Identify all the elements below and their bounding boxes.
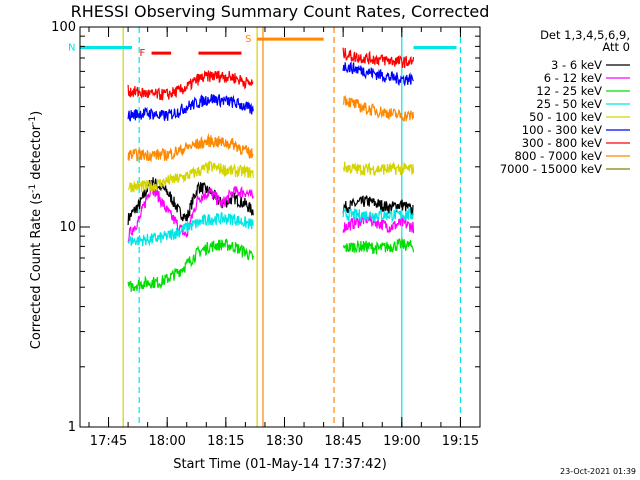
attenuator-label: Att 0 <box>602 40 630 54</box>
x-tick-label: 19:15 <box>442 434 479 449</box>
series-line-2-1 <box>342 238 415 255</box>
x-tick-label: 18:30 <box>266 434 303 449</box>
legend-label-5: 100 - 300 keV <box>522 123 602 137</box>
series-line-7-0 <box>127 133 254 163</box>
series-line-2-0 <box>127 238 254 292</box>
series-line-4-1 <box>342 161 415 177</box>
y-axis-label-exp1: -1 <box>28 184 38 193</box>
series-line-6-1 <box>342 47 415 69</box>
flag-label-0: F <box>140 48 146 59</box>
x-tick-label: 19:00 <box>383 434 420 449</box>
y-axis-label-mid: detector <box>29 124 44 184</box>
y-axis-label-exp2: -1 <box>28 116 38 125</box>
y-axis-label-end: ) <box>29 111 44 116</box>
x-tick-label: 18:45 <box>324 434 361 449</box>
legend-label-3: 25 - 50 keV <box>536 97 602 111</box>
series-line-5-0 <box>127 94 254 122</box>
flag-label-2: N <box>68 42 75 53</box>
x-tick-label: 17:45 <box>90 434 127 449</box>
series-line-1-0 <box>127 184 254 242</box>
legend-label-0: 3 - 6 keV <box>551 58 602 72</box>
detectors-label: Det 1,3,4,5,6,9, <box>540 28 630 42</box>
y-axis-label: Corrected Count Rate (s-1 detector-1) <box>28 111 44 349</box>
series-line-5-1 <box>342 60 414 87</box>
x-axis-label: Start Time (01-May-14 17:37:42) <box>173 457 387 472</box>
legend-label-1: 6 - 12 keV <box>544 71 602 85</box>
y-tick-label: 100 <box>51 20 76 35</box>
series-line-3-0 <box>127 212 254 247</box>
x-tick-label: 18:00 <box>148 434 185 449</box>
plot-area: F N S 1 10 100 17:45 18:00 18:15 18:30 18:45 19:00 1… <box>51 20 481 449</box>
legend-label-4: 50 - 100 keV <box>529 110 602 124</box>
series-line-1-1 <box>342 211 415 234</box>
series-line-3-1 <box>342 206 415 224</box>
series-line-6-0 <box>127 70 254 101</box>
chart-title: RHESSI Observing Summary Count Rates, Co… <box>71 2 490 21</box>
x-tick-label: 18:15 <box>207 434 244 449</box>
svg-text:Corrected Count Rate (s-1 dete: Corrected Count Rate (s-1 detector-1) <box>28 111 44 349</box>
legend-label-6: 300 - 800 keV <box>522 136 602 150</box>
timestamp: 23-Oct-2021 01:39 <box>560 467 636 476</box>
legend-label-7: 800 - 7000 keV <box>514 149 602 163</box>
series-line-0-1 <box>342 195 414 217</box>
legend-label-2: 12 - 25 keV <box>536 84 602 98</box>
y-axis-label-main: Corrected Count Rate (s <box>29 193 44 350</box>
y-tick-label: 1 <box>68 420 76 435</box>
series-line-7-1 <box>342 94 415 122</box>
legend-label-8: 7000 - 15000 keV <box>500 162 602 176</box>
series-line-4-0 <box>127 159 254 193</box>
y-tick-label: 10 <box>59 220 76 235</box>
flag-label-4: S <box>245 34 251 45</box>
